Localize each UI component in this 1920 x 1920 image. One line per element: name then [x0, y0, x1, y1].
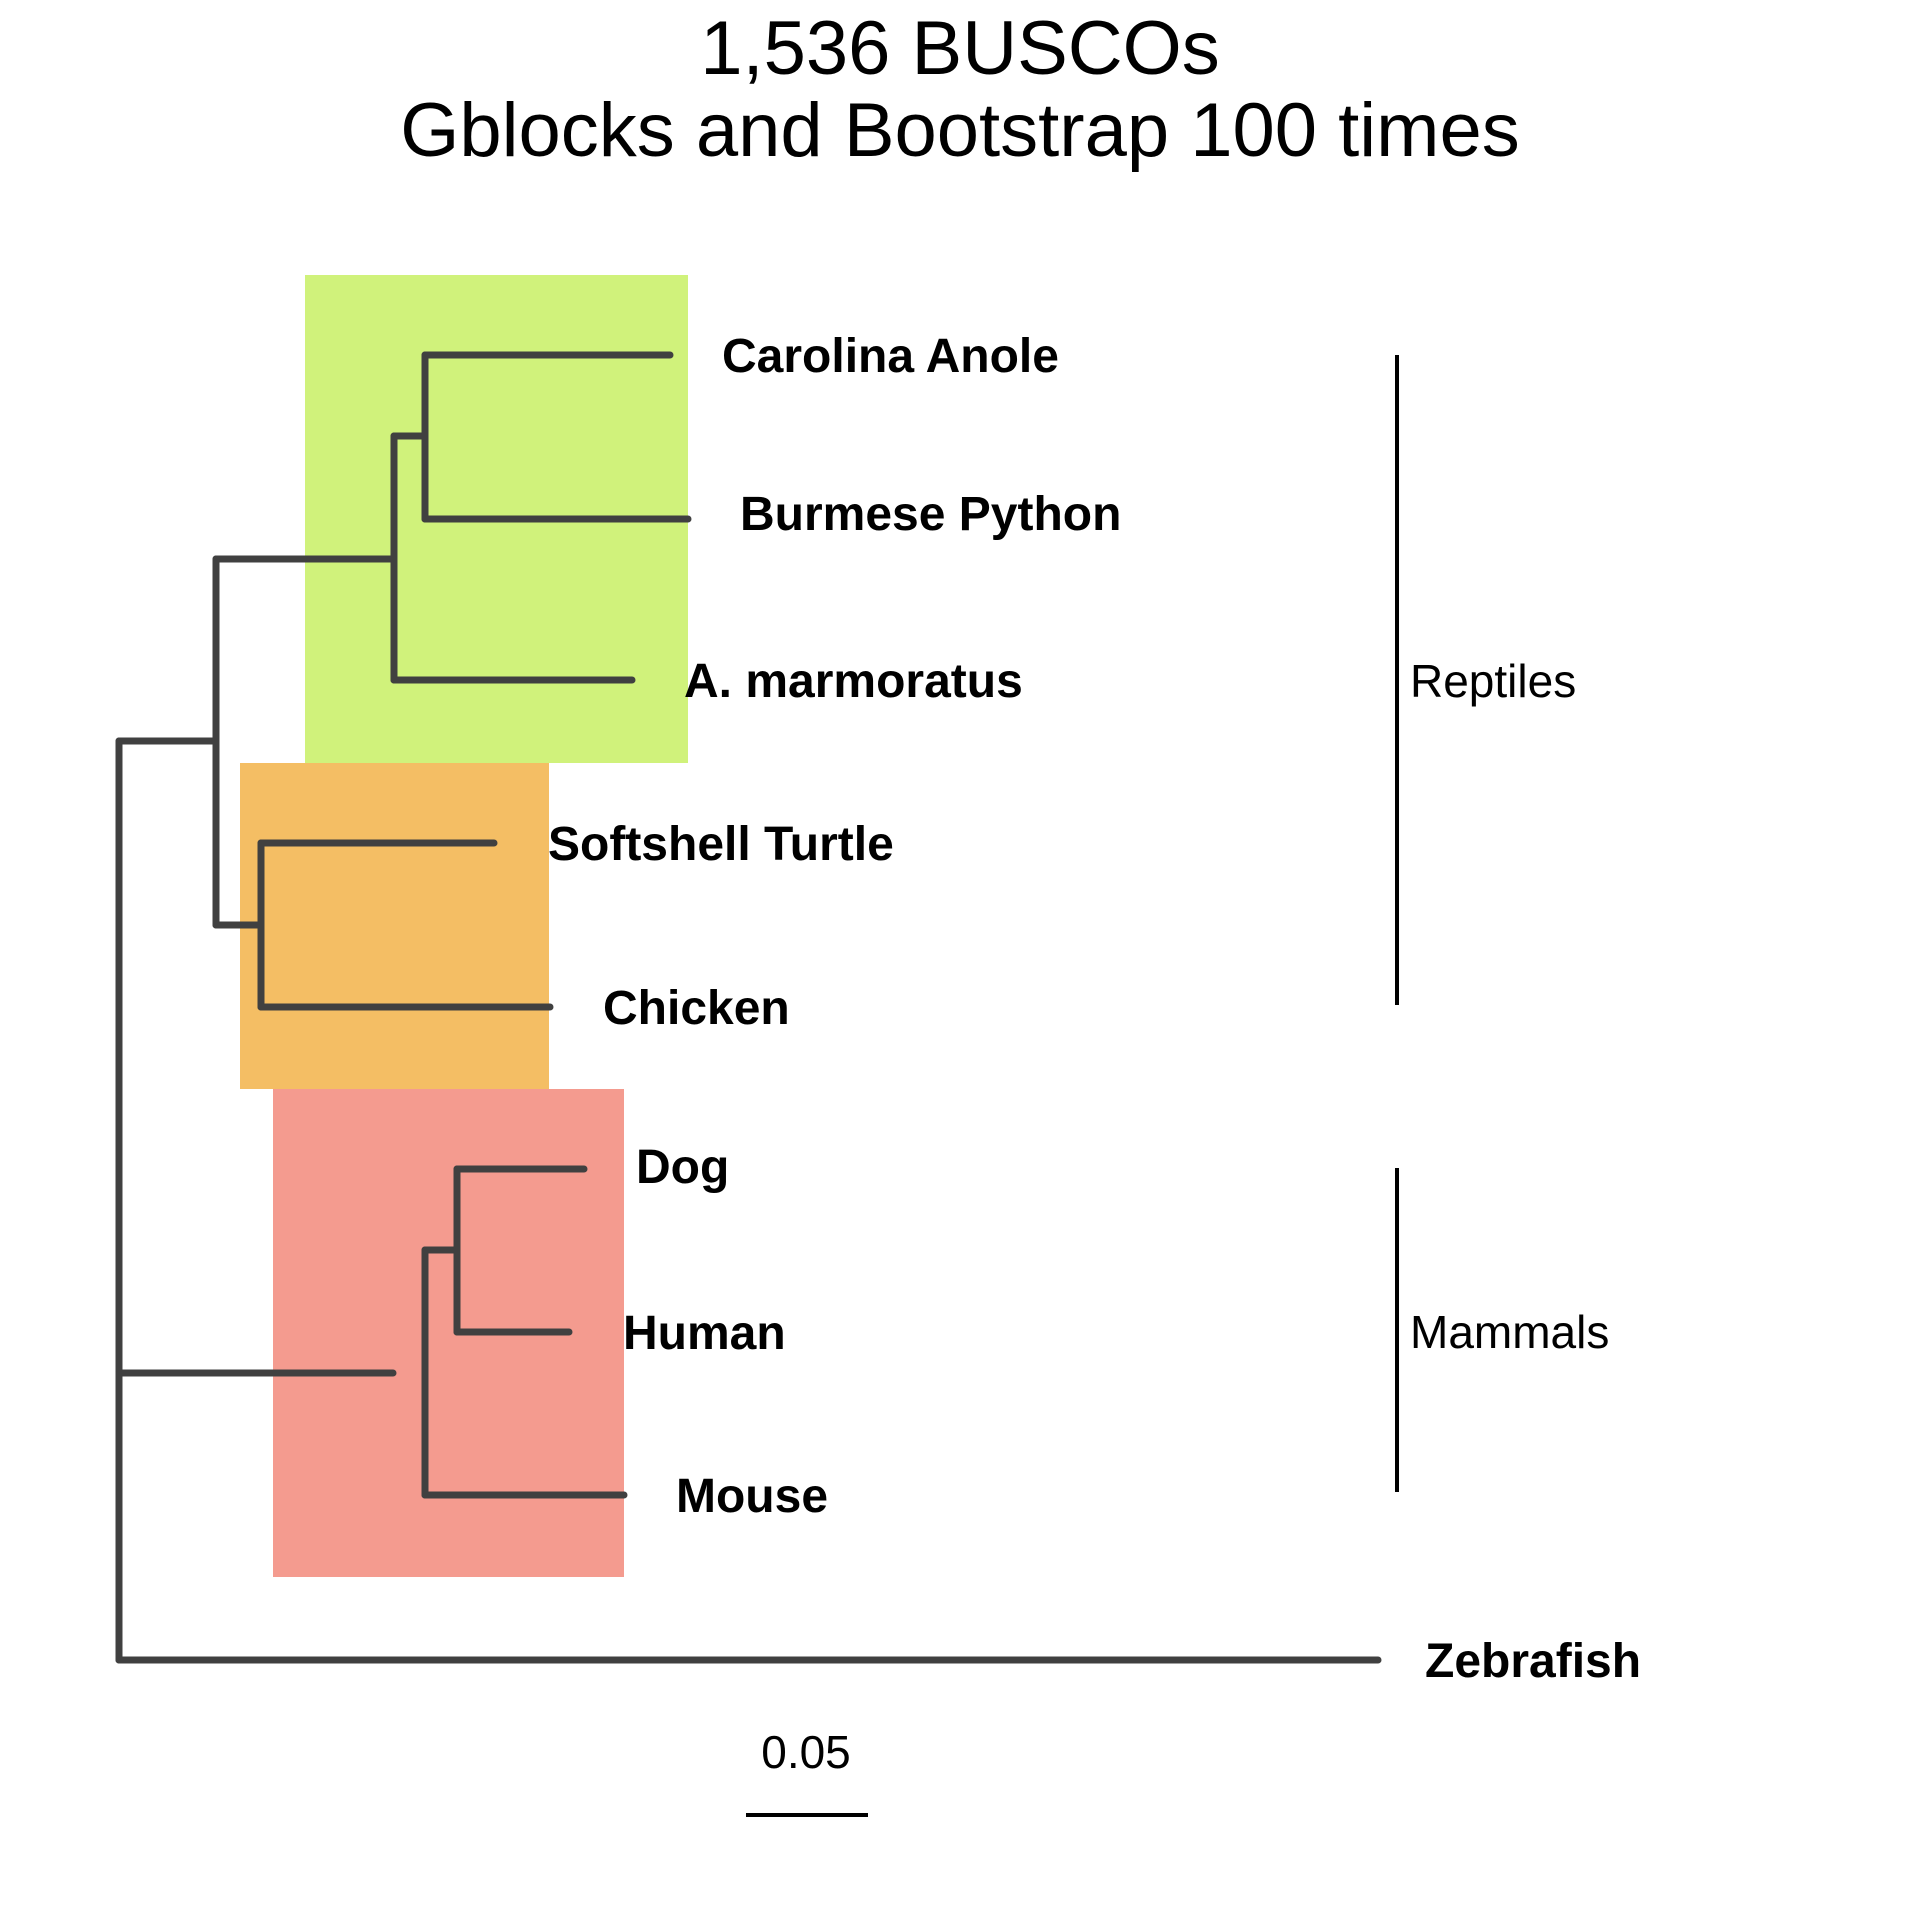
- tip-label-softshell-turtle: Softshell Turtle: [548, 818, 894, 871]
- tip-label-human: Human: [623, 1307, 786, 1360]
- reptiles-label: Reptiles: [1410, 655, 1576, 707]
- tip-label-a-marmoratus: A. marmoratus: [684, 655, 1023, 708]
- title-line-1: 1,536 BUSCOs: [700, 6, 1220, 91]
- tip-label-mouse: Mouse: [676, 1470, 828, 1523]
- tree-branches: [115, 351, 1382, 1664]
- mammals-label: Mammals: [1410, 1306, 1609, 1358]
- scale-bar-label: 0.05: [761, 1726, 851, 1778]
- tip-label-dog: Dog: [636, 1141, 729, 1194]
- tip-label-chicken: Chicken: [603, 982, 790, 1035]
- tip-label-burmese-python: Burmese Python: [740, 488, 1121, 541]
- tip-label-zebrafish: Zebrafish: [1425, 1635, 1641, 1688]
- title-line-2: Gblocks and Bootstrap 100 times: [400, 88, 1519, 173]
- tip-label-carolina-anole: Carolina Anole: [722, 330, 1059, 383]
- archelosaur-clade-highlight: [240, 763, 549, 1089]
